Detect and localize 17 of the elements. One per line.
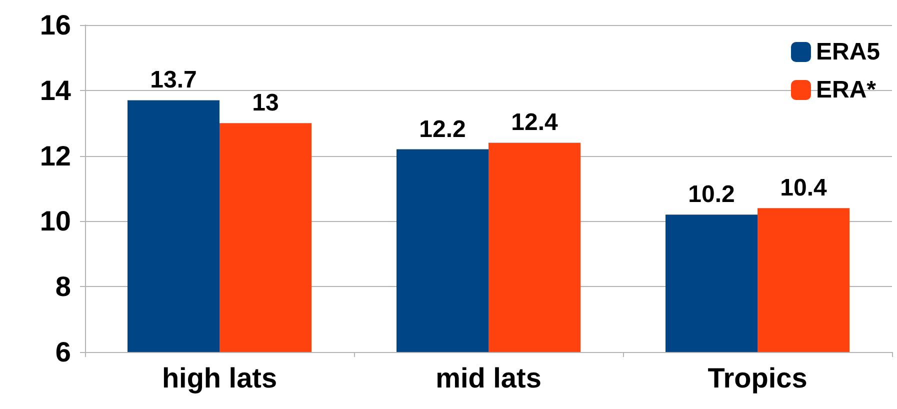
data-label: 12.2 (419, 116, 466, 143)
data-label: 12.4 (511, 109, 559, 136)
data-label: 13 (252, 90, 279, 117)
y-tick-label: 16 (40, 10, 71, 40)
x-tick-label: Tropics (708, 362, 808, 394)
x-tick-label: mid lats (436, 362, 542, 394)
y-tick-label: 14 (40, 74, 72, 106)
x-tick-label: high lats (162, 362, 278, 394)
legend-label: ERA* (816, 76, 877, 104)
data-label: 10.2 (688, 181, 735, 208)
y-tick-label: 10 (40, 206, 71, 237)
legend-label: ERA5 (816, 38, 880, 66)
y-tick-label: 6 (55, 336, 71, 368)
data-label: 13.7 (150, 66, 197, 94)
y-tick-label: 12 (40, 140, 71, 172)
data-label: 10.4 (780, 174, 828, 202)
y-tick-label: 8 (55, 271, 71, 302)
